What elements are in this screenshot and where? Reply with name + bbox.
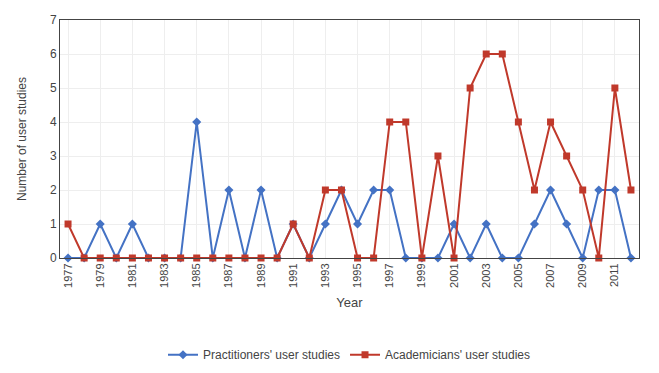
svg-text:1979: 1979 xyxy=(94,263,106,287)
svg-text:1995: 1995 xyxy=(351,263,363,287)
svg-text:Year: Year xyxy=(336,295,363,310)
svg-text:3: 3 xyxy=(50,149,57,163)
svg-text:1983: 1983 xyxy=(158,263,170,287)
svg-text:0: 0 xyxy=(50,251,57,265)
svg-text:7: 7 xyxy=(50,13,57,27)
svg-text:1987: 1987 xyxy=(222,263,234,287)
svg-text:2003: 2003 xyxy=(480,263,492,287)
svg-text:4: 4 xyxy=(50,115,57,129)
svg-text:1: 1 xyxy=(50,217,57,231)
svg-text:2007: 2007 xyxy=(544,263,556,287)
svg-text:1993: 1993 xyxy=(319,263,331,287)
svg-text:Academicians' user studies: Academicians' user studies xyxy=(385,348,530,362)
svg-text:Practitioners' user studies: Practitioners' user studies xyxy=(203,348,340,362)
svg-text:2001: 2001 xyxy=(448,263,460,287)
svg-text:2005: 2005 xyxy=(512,263,524,287)
svg-text:1985: 1985 xyxy=(190,263,202,287)
svg-text:1989: 1989 xyxy=(255,263,267,287)
svg-text:6: 6 xyxy=(50,47,57,61)
svg-text:2: 2 xyxy=(50,183,57,197)
svg-text:1977: 1977 xyxy=(62,263,74,287)
svg-text:5: 5 xyxy=(50,81,57,95)
svg-text:1997: 1997 xyxy=(383,263,395,287)
svg-text:1991: 1991 xyxy=(287,263,299,287)
svg-text:2009: 2009 xyxy=(576,263,588,287)
svg-text:1999: 1999 xyxy=(415,263,427,287)
svg-text:1981: 1981 xyxy=(126,263,138,287)
svg-text:2011: 2011 xyxy=(608,263,620,287)
svg-text:Number of user studies: Number of user studies xyxy=(15,77,29,201)
